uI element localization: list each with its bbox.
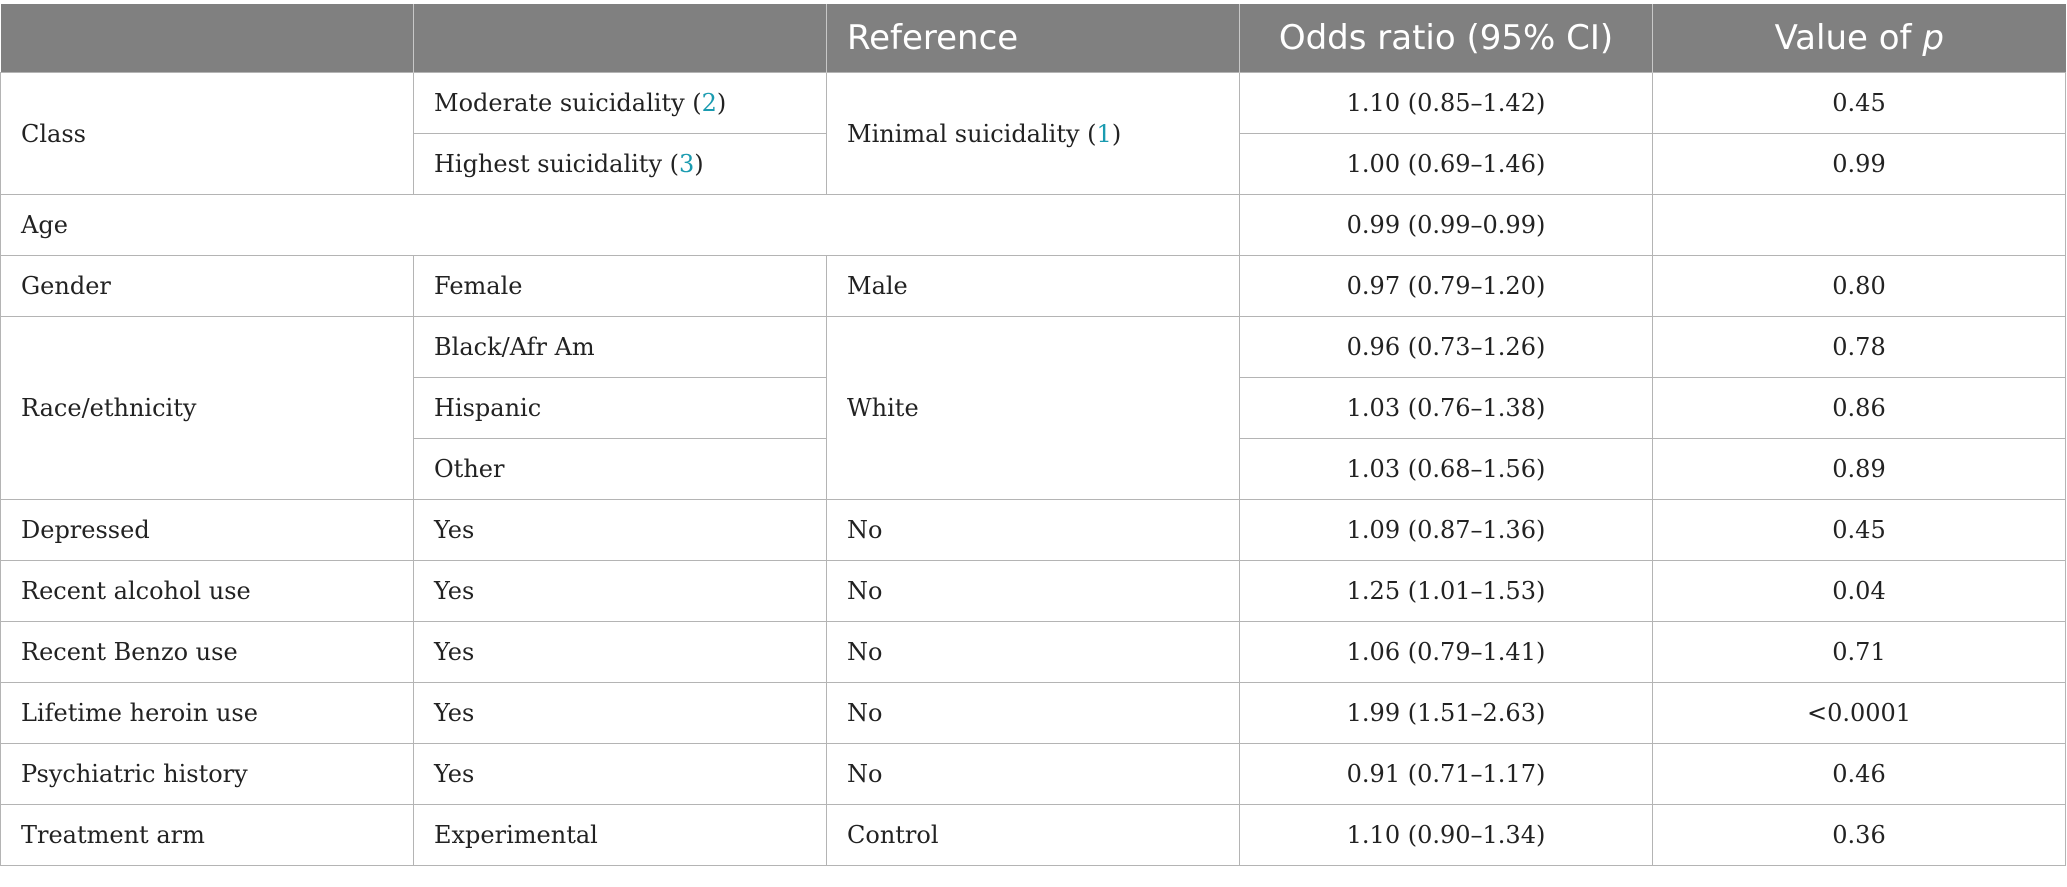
header-odds-ratio: Odds ratio (95% CI) (1239, 4, 1653, 73)
cell-odds-ratio: 1.99 (1.51–2.63) (1239, 682, 1653, 744)
cell-variable: Psychiatric history (0, 743, 414, 805)
class-ref-link[interactable]: 2 (701, 89, 717, 117)
cell-odds-ratio: 1.00 (0.69–1.46) (1239, 133, 1653, 195)
header-variable (0, 4, 414, 73)
cell-p-value: 0.46 (1652, 743, 2066, 805)
odds-ratio-table: Reference Odds ratio (95% CI) Value of p… (0, 4, 2066, 866)
cell-variable: Gender (0, 255, 414, 317)
cell-class-label: Class (0, 72, 414, 195)
header-row: Reference Odds ratio (95% CI) Value of p (0, 4, 2066, 73)
cell-level: Black/Afr Am (413, 316, 827, 378)
cell-variable: Lifetime heroin use (0, 682, 414, 744)
cell-level: Yes (413, 560, 827, 622)
cell-level: Other (413, 438, 827, 500)
cell-odds-ratio: 0.99 (0.99–0.99) (1239, 194, 1653, 256)
cell-odds-ratio: 1.10 (0.85–1.42) (1239, 72, 1653, 134)
class-ref-link[interactable]: 3 (679, 150, 695, 178)
cell-level: Yes (413, 743, 827, 805)
cell-variable: Recent Benzo use (0, 621, 414, 683)
table-row: Highest suicidality (3) 1.00 (0.69–1.46)… (1, 133, 2066, 195)
cell-reference: No (826, 499, 1240, 561)
cell-p-value: 0.80 (1652, 255, 2066, 317)
cell-odds-ratio: 1.03 (0.76–1.38) (1239, 377, 1653, 439)
table-row: Hispanic 1.03 (0.76–1.38) 0.86 (1, 377, 2066, 439)
table-header: Reference Odds ratio (95% CI) Value of p (0, 4, 2066, 73)
cell-reference: White (826, 316, 1240, 500)
cell-p-value: <0.0001 (1652, 682, 2066, 744)
cell-odds-ratio: 1.06 (0.79–1.41) (1239, 621, 1653, 683)
cell-variable: Race/ethnicity (0, 316, 414, 500)
cell-p-value: 0.86 (1652, 377, 2066, 439)
cell-odds-ratio: 0.91 (0.71–1.17) (1239, 743, 1653, 805)
table-row: Race/ethnicity Black/Afr Am White 0.96 (… (0, 316, 2066, 500)
cell-text: Minimal suicidality ( (847, 119, 1097, 148)
cell-reference: No (826, 682, 1240, 744)
cell-p-value: 0.71 (1652, 621, 2066, 683)
cell-p-value: 0.78 (1652, 316, 2066, 378)
header-level (413, 4, 827, 73)
cell-class-highest: Highest suicidality (3) (413, 133, 827, 195)
cell-text: ) (1111, 119, 1122, 148)
table-body: Class Moderate suicidality (2) Minimal s… (0, 72, 2066, 866)
cell-variable: Treatment arm (0, 804, 414, 866)
cell-odds-ratio: 1.25 (1.01–1.53) (1239, 560, 1653, 622)
table-row: Age 0.99 (0.99–0.99) (0, 194, 2066, 256)
header-p-value: Value of p (1652, 4, 2066, 73)
header-reference: Reference (826, 4, 1240, 73)
cell-text: ) (694, 150, 704, 178)
cell-reference: Male (826, 255, 1240, 317)
cell-class-reference: Minimal suicidality (1) (826, 72, 1240, 195)
cell-odds-ratio: 1.03 (0.68–1.56) (1239, 438, 1653, 500)
table-row: Recent alcohol use Yes No 1.25 (1.01–1.5… (0, 560, 2066, 622)
cell-reference: No (826, 743, 1240, 805)
cell-text: ) (716, 89, 727, 117)
cell-level: Yes (413, 621, 827, 683)
cell-text: Highest suicidality ( (434, 150, 680, 178)
cell-variable: Depressed (0, 499, 414, 561)
cell-p-value: 0.99 (1652, 133, 2066, 195)
table-row: Gender Female Male 0.97 (0.79–1.20) 0.80 (0, 255, 2066, 317)
table-row: Recent Benzo use Yes No 1.06 (0.79–1.41)… (0, 621, 2066, 683)
cell-class-moderate: Moderate suicidality (2) (413, 72, 827, 134)
cell-level: Experimental (413, 804, 827, 866)
cell-p-value: 0.36 (1652, 804, 2066, 866)
cell-level: Hispanic (413, 377, 827, 439)
header-p-prefix: Value of (1774, 18, 1923, 58)
cell-level: Female (413, 255, 827, 317)
class-ref-link[interactable]: 1 (1096, 119, 1112, 148)
cell-odds-ratio: 1.09 (0.87–1.36) (1239, 499, 1653, 561)
table-row: Psychiatric history Yes No 0.91 (0.71–1.… (0, 743, 2066, 805)
cell-text: Moderate suicidality ( (434, 89, 702, 117)
header-p-italic: p (1922, 18, 1944, 58)
cell-p-value: 0.04 (1652, 560, 2066, 622)
cell-reference: No (826, 621, 1240, 683)
table-row: Depressed Yes No 1.09 (0.87–1.36) 0.45 (0, 499, 2066, 561)
table-row: Lifetime heroin use Yes No 1.99 (1.51–2.… (0, 682, 2066, 744)
cell-odds-ratio: 0.96 (0.73–1.26) (1239, 316, 1653, 378)
cell-odds-ratio: 1.10 (0.90–1.34) (1239, 804, 1653, 866)
cell-reference: Control (826, 804, 1240, 866)
cell-p-value: 0.45 (1652, 72, 2066, 134)
cell-level: Yes (413, 682, 827, 744)
cell-level: Yes (413, 499, 827, 561)
cell-variable: Recent alcohol use (0, 560, 414, 622)
cell-p-value: 0.45 (1652, 499, 2066, 561)
table-row: Treatment arm Experimental Control 1.10 … (0, 804, 2066, 866)
cell-odds-ratio: 0.97 (0.79–1.20) (1239, 255, 1653, 317)
cell-reference: No (826, 560, 1240, 622)
table-row: Class Moderate suicidality (2) Minimal s… (0, 72, 2066, 195)
cell-p-value (1652, 194, 2066, 256)
cell-p-value: 0.89 (1652, 438, 2066, 500)
cell-age-label: Age (0, 194, 1240, 256)
